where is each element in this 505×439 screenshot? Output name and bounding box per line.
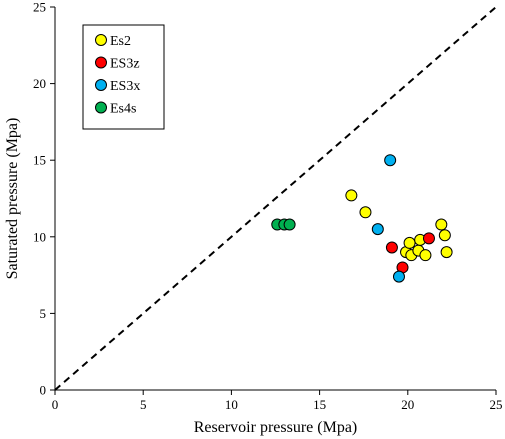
legend-label-es3x: ES3x	[110, 79, 140, 94]
legend-items: Es2 ES3z ES3x Es4s	[95, 34, 140, 117]
axes: 0 5 10 15 20 25 0 5 10 15 20 25	[33, 0, 503, 412]
legend-label-es4s: Es4s	[110, 102, 136, 117]
data-point-es2	[359, 206, 372, 219]
data-point-es2	[440, 246, 453, 259]
x-tick-label: 10	[225, 397, 238, 412]
data-point-es2	[435, 218, 448, 231]
x-axis-title: Reservoir pressure (Mpa)	[194, 419, 358, 436]
data-point-es2	[403, 236, 416, 249]
data-point-es2	[345, 189, 358, 202]
legend-label-es2: Es2	[110, 34, 131, 49]
y-tick-label: 0	[40, 383, 47, 398]
y-tick-label: 25	[33, 0, 46, 15]
plot-area	[54, 6, 497, 391]
y-tick-label: 15	[33, 153, 46, 168]
data-point-es3z	[422, 232, 435, 245]
data-point-es2	[419, 249, 432, 262]
legend-marker-es3x	[95, 79, 107, 91]
reference-line-y-equals-x	[54, 6, 497, 391]
y-tick-label: 5	[40, 306, 47, 321]
y-tick-label: 20	[33, 76, 46, 91]
data-point-es2	[438, 229, 451, 242]
data-point-es3x	[371, 223, 384, 236]
y-tick-label: 10	[33, 229, 46, 244]
x-tick-label: 15	[313, 397, 326, 412]
x-ticks: 0 5 10 15 20 25	[52, 390, 503, 412]
data-point-es3x	[384, 154, 397, 167]
x-tick-label: 5	[140, 397, 147, 412]
legend-marker-es3z	[95, 56, 107, 69]
data-point-es3x	[392, 270, 405, 283]
legend-marker-es4s	[95, 101, 107, 114]
data-point-es3z	[385, 241, 398, 254]
x-tick-label: 25	[490, 397, 503, 412]
data-points	[271, 154, 453, 283]
data-point-es4s	[283, 218, 296, 231]
legend-marker-es2	[95, 34, 107, 46]
x-tick-label: 20	[401, 397, 414, 412]
y-axis-title: Saturated pressure (Mpa)	[4, 118, 21, 280]
legend: Es2 ES3z ES3x Es4s	[82, 24, 165, 130]
legend-label-es3z: ES3z	[110, 57, 140, 72]
y-ticks: 0 5 10 15 20 25	[33, 0, 55, 398]
x-tick-label: 0	[52, 397, 59, 412]
